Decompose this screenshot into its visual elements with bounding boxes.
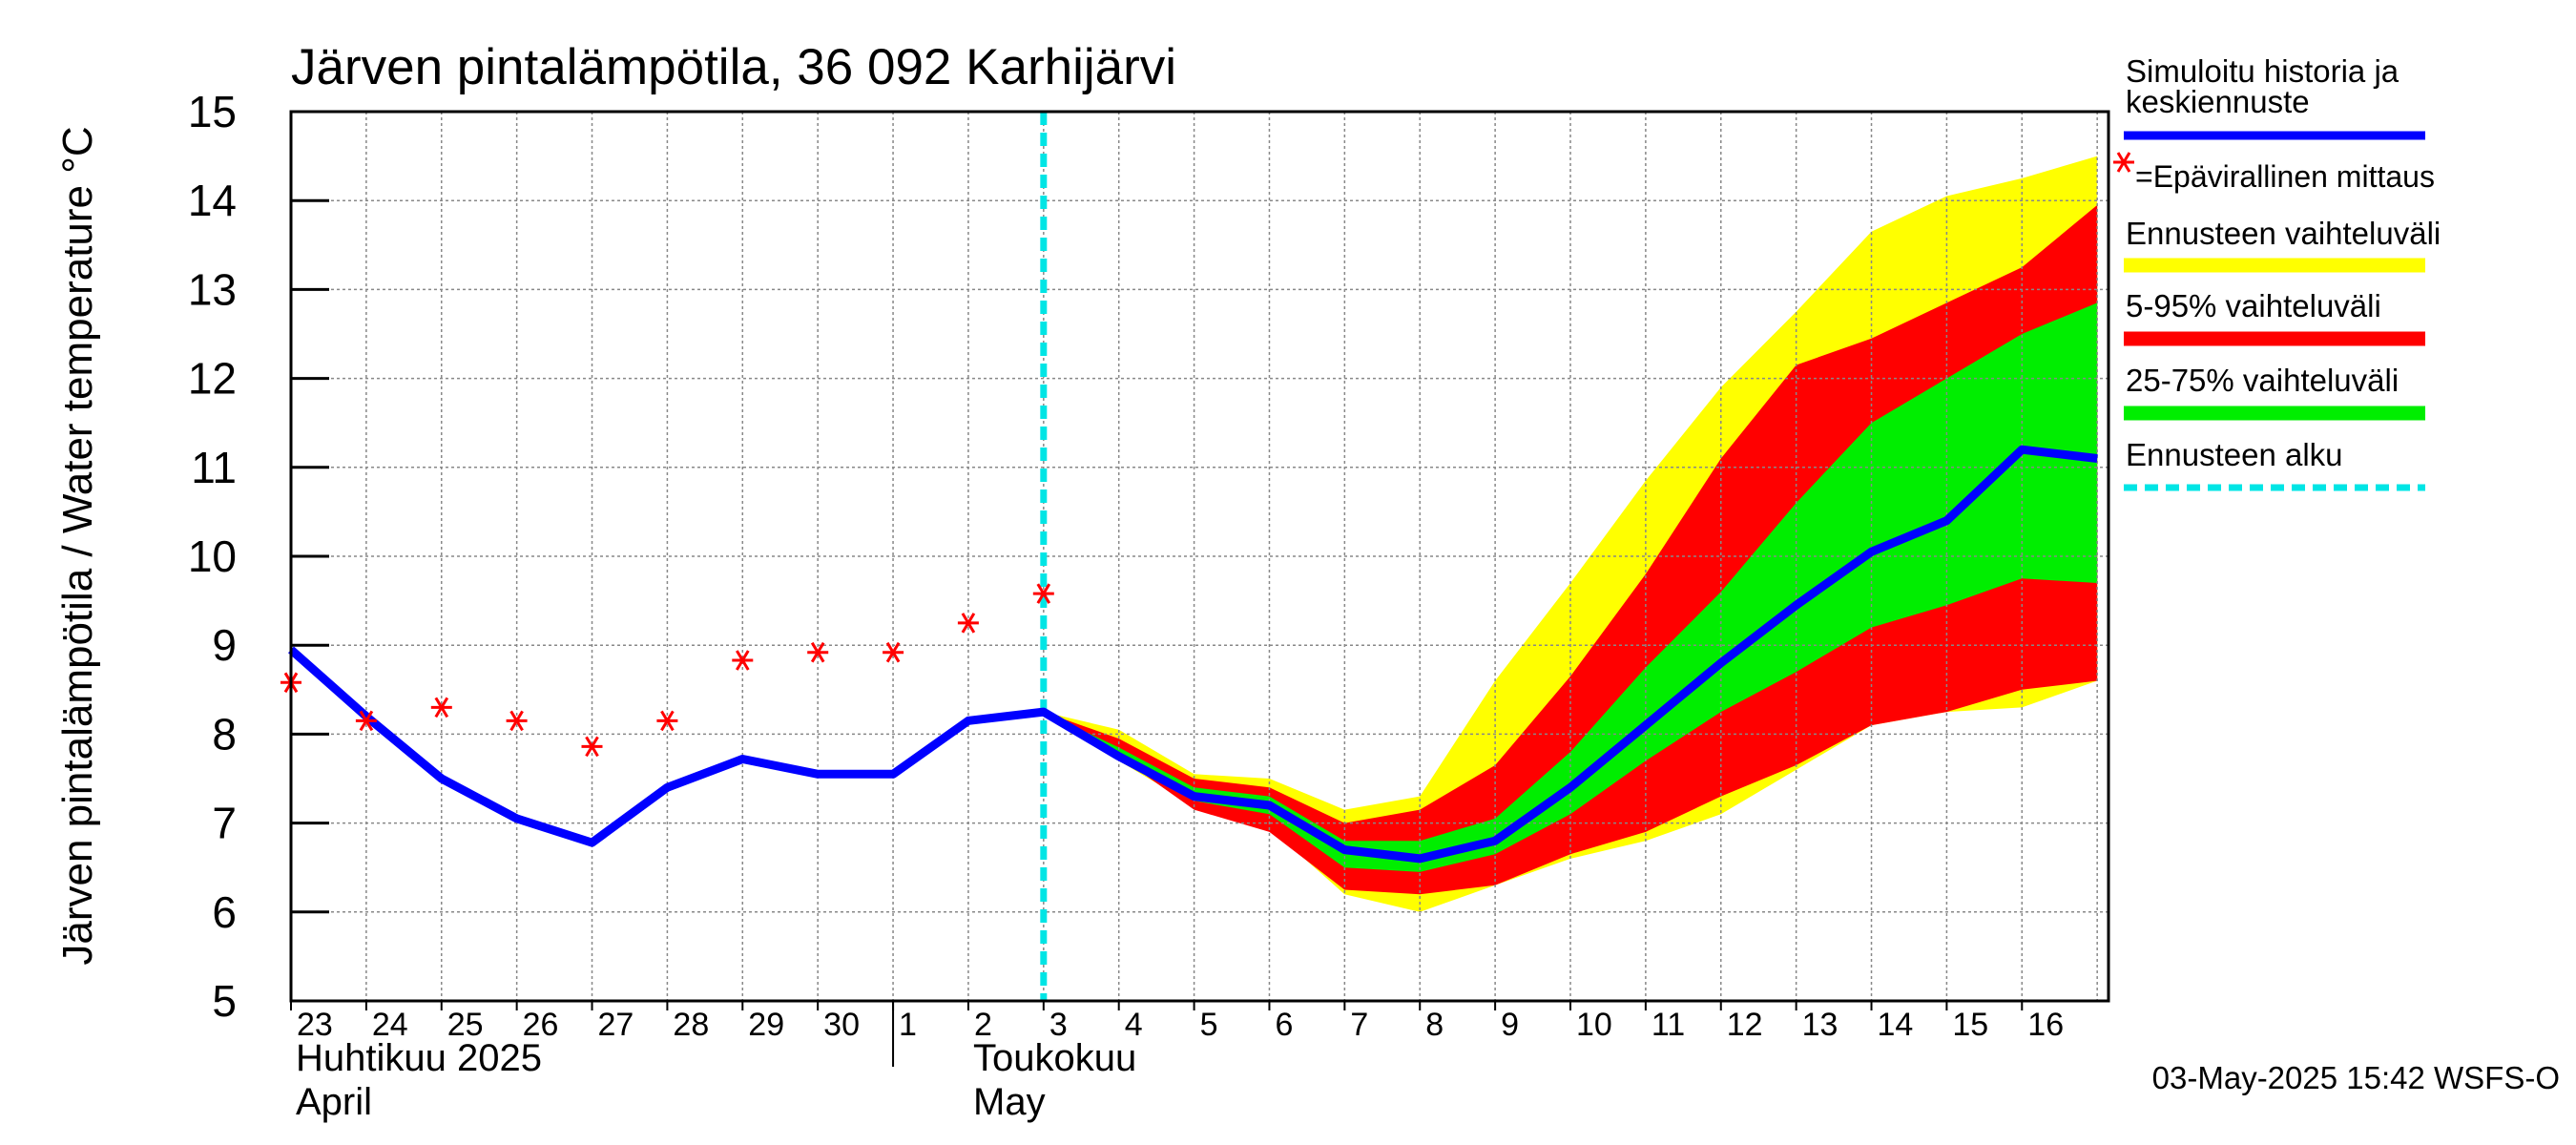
y-tick-label: 10 bbox=[188, 531, 237, 581]
y-tick-label: 6 bbox=[212, 887, 237, 937]
x-tick-label: 26 bbox=[523, 1007, 559, 1043]
legend: Simuloitu historia ja keskiennuste =Epäv… bbox=[2113, 53, 2441, 491]
x-tick-label: 3 bbox=[1049, 1007, 1068, 1043]
x-tick-label: 6 bbox=[1275, 1007, 1293, 1043]
y-tick-label: 14 bbox=[188, 176, 237, 225]
x-tick-label: 29 bbox=[748, 1007, 784, 1043]
y-tick-label: 8 bbox=[212, 709, 237, 759]
x-tick-label: 16 bbox=[2027, 1007, 2064, 1043]
x-axis: 23 24 25 26 27 28 29 30 1 2 3 4 5 6 7 8 9 10 11 12 13 14 15 16 bbox=[290, 1001, 2064, 1067]
timestamp-footer: 03-May-2025 15:42 WSFS-O bbox=[2152, 1060, 2560, 1095]
y-tick-label: 12 bbox=[188, 354, 237, 404]
legend-label-5-95: 5-95% vaihteluväli bbox=[2126, 288, 2381, 323]
x-tick-label: 11 bbox=[1652, 1007, 1685, 1043]
observation-marker bbox=[807, 641, 829, 663]
observation-marker bbox=[883, 641, 904, 663]
x-tick-label: 8 bbox=[1425, 1007, 1444, 1043]
grid bbox=[291, 112, 2109, 1001]
legend-label-simulated-1: Simuloitu historia ja bbox=[2126, 53, 2399, 89]
x-tick-label: 9 bbox=[1501, 1007, 1519, 1043]
month-label-april-fi: Huhtikuu 2025 bbox=[296, 1037, 542, 1079]
month-label-may-en: May bbox=[973, 1081, 1046, 1123]
y-axis-label: Järven pintalämpötila / Water temperatur… bbox=[54, 126, 101, 965]
x-tick-label: 2 bbox=[974, 1007, 992, 1043]
month-label-april-en: April bbox=[296, 1081, 372, 1123]
observation-marker bbox=[732, 650, 754, 671]
observation-marker bbox=[506, 710, 528, 732]
y-tick-label: 9 bbox=[212, 620, 237, 670]
observation-marker bbox=[957, 613, 979, 634]
band-2 bbox=[1043, 302, 2098, 872]
x-tick-label: 27 bbox=[598, 1007, 634, 1043]
x-tick-label: 24 bbox=[372, 1007, 408, 1043]
legend-swatch-observation bbox=[2113, 152, 2134, 173]
observation-marker bbox=[1032, 583, 1054, 604]
x-tick-label: 12 bbox=[1727, 1007, 1763, 1043]
x-tick-label: 30 bbox=[823, 1007, 860, 1043]
x-tick-label: 13 bbox=[1802, 1007, 1839, 1043]
x-tick-label: 23 bbox=[297, 1007, 333, 1043]
x-tick-label: 7 bbox=[1350, 1007, 1368, 1043]
chart-title: Järven pintalämpötila, 36 092 Karhijärvi bbox=[291, 39, 1176, 95]
y-tick-label: 11 bbox=[191, 443, 237, 492]
y-tick-label: 5 bbox=[212, 976, 237, 1026]
legend-label-forecast-range: Ennusteen vaihteluväli bbox=[2126, 216, 2441, 251]
band-1 bbox=[1043, 204, 2098, 895]
observation-marker bbox=[581, 736, 603, 758]
x-tick-label: 14 bbox=[1878, 1007, 1914, 1043]
legend-label-forecast-start: Ennusteen alku bbox=[2126, 437, 2343, 472]
x-tick-label: 10 bbox=[1576, 1007, 1612, 1043]
series-lines bbox=[288, 445, 2098, 864]
y-tick-label: 7 bbox=[212, 799, 237, 848]
x-tick-label: 1 bbox=[899, 1007, 917, 1043]
month-label-may-fi: Toukokuu bbox=[973, 1037, 1136, 1079]
y-tick-label: 15 bbox=[188, 87, 237, 136]
legend-label-observation: =Epävirallinen mittaus bbox=[2135, 159, 2435, 194]
y-axis: 5 6 7 8 9 10 11 12 13 14 15 bbox=[188, 87, 329, 1026]
observation-marker bbox=[430, 697, 452, 718]
observation-marker bbox=[656, 710, 678, 732]
simulated-series-line bbox=[288, 445, 2098, 864]
observation-marker bbox=[355, 710, 377, 732]
x-tick-label: 15 bbox=[1952, 1007, 1988, 1043]
x-tick-label: 28 bbox=[673, 1007, 709, 1043]
x-tick-label: 25 bbox=[447, 1007, 484, 1043]
legend-label-simulated-2: keskiennuste bbox=[2126, 84, 2310, 119]
legend-label-25-75: 25-75% vaihteluväli bbox=[2126, 363, 2399, 398]
x-tick-label: 5 bbox=[1200, 1007, 1218, 1043]
forecast-bands bbox=[1043, 156, 2098, 912]
x-tick-label: 4 bbox=[1125, 1007, 1143, 1043]
y-tick-label: 13 bbox=[188, 264, 237, 314]
